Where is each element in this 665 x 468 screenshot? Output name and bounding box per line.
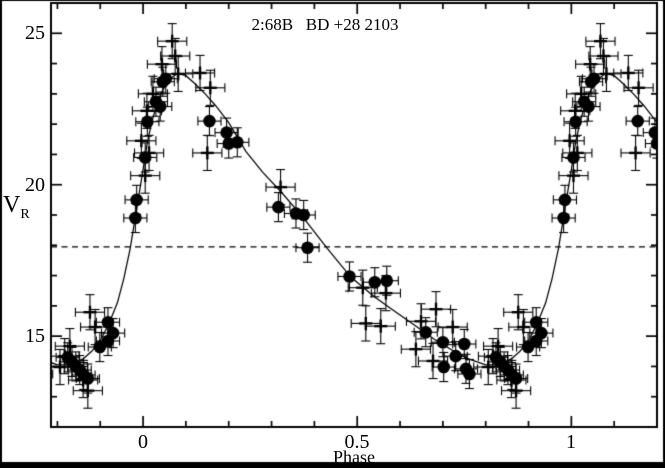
y-axis-label: VR xyxy=(3,192,30,223)
y-tick-label-20: 20 xyxy=(25,174,45,196)
y-axis-label-subscript: R xyxy=(20,206,30,222)
y-tick-label-25: 25 xyxy=(25,22,45,44)
y-axis-label-main: V xyxy=(3,192,21,218)
x-axis-label: Phase xyxy=(333,447,375,467)
chart-title: 2:68B BD +28 2103 xyxy=(251,15,399,34)
x-tick-label-0p5: 0.5 xyxy=(344,431,370,453)
x-tick-label-0: 0 xyxy=(138,431,148,453)
x-tick-label-1: 1 xyxy=(566,431,576,453)
y-tick-label-15: 15 xyxy=(25,325,45,347)
